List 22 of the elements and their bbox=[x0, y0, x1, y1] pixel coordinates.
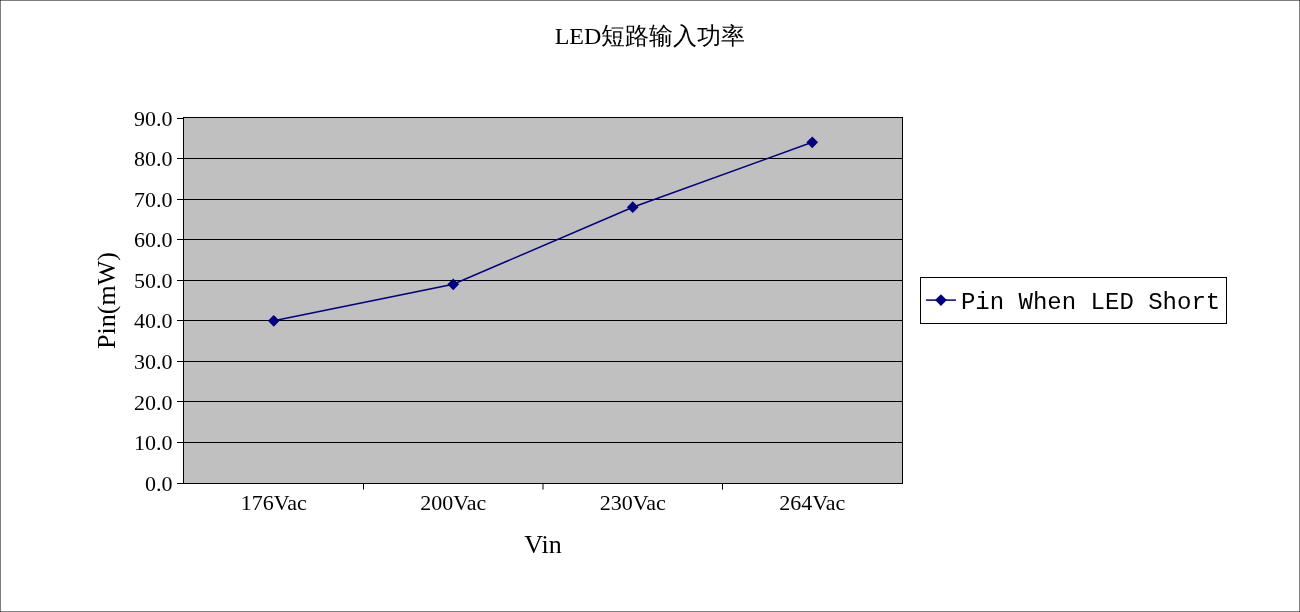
y-tick-label: 10.0 bbox=[134, 430, 173, 456]
chart-title: LED短路输入功率 bbox=[554, 23, 746, 50]
y-tick-label: 30.0 bbox=[134, 349, 173, 375]
x-tick-label: 200Vac bbox=[420, 490, 487, 516]
point bbox=[806, 136, 819, 149]
point bbox=[447, 278, 460, 291]
point bbox=[626, 201, 639, 214]
legend-label: Pin When LED Short bbox=[960, 289, 1221, 317]
y-tick-label: 80.0 bbox=[134, 146, 173, 172]
y-tick-label: 0.0 bbox=[145, 470, 173, 496]
y-tick-label: 60.0 bbox=[134, 227, 173, 253]
y-axis-title: Pin(mW) bbox=[92, 252, 122, 349]
y-tick-label: 40.0 bbox=[134, 308, 173, 334]
x-tick-label: 230Vac bbox=[599, 490, 666, 516]
y-tick-label: 20.0 bbox=[134, 389, 173, 415]
y-tick-label: 90.0 bbox=[134, 105, 173, 131]
y-tick-label: 50.0 bbox=[134, 267, 173, 293]
point bbox=[267, 314, 280, 327]
x-tick-label: 176Vac bbox=[240, 490, 307, 516]
x-axis-title: Vin bbox=[524, 530, 562, 560]
y-tick-label: 70.0 bbox=[134, 186, 173, 212]
x-tick-label: 264Vac bbox=[779, 490, 846, 516]
